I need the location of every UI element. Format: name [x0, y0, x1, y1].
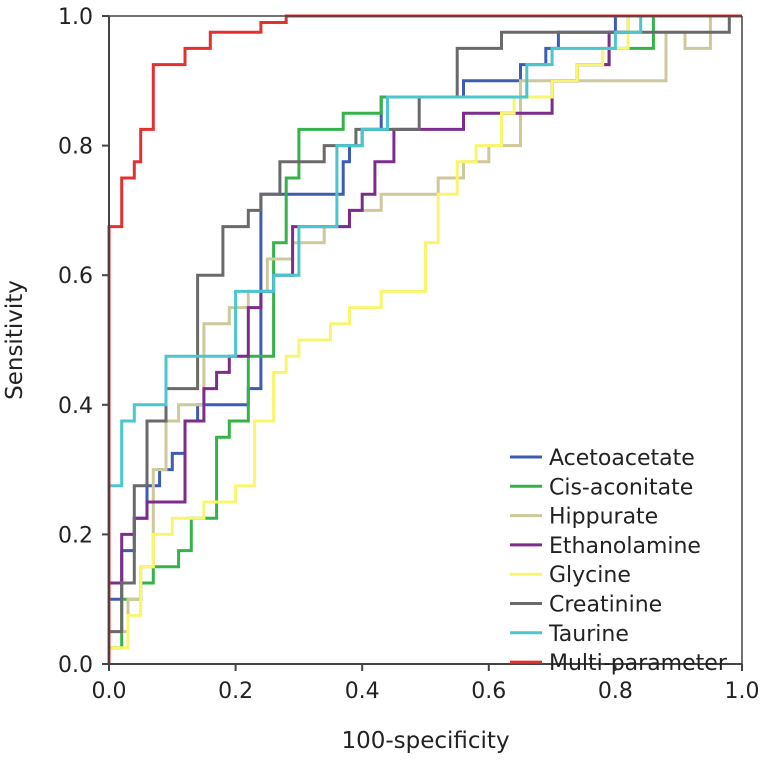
y-tick-label: 0.6: [58, 264, 93, 289]
legend-label-glycine: Glycine: [549, 563, 631, 588]
y-tick-label: 0.0: [58, 653, 93, 678]
x-axis-title: 100-specificity: [341, 728, 509, 754]
legend-label-acetoacetate: Acetoacetate: [549, 446, 695, 471]
series-line-creatinine: [107, 14, 742, 664]
y-axis-title: Sensitivity: [2, 280, 28, 400]
series-line-ethanolamine: [107, 14, 742, 664]
x-tick-labels: 0.0 0.2 0.4 0.6 0.8 1.0: [92, 679, 760, 704]
x-tick-label: 0.4: [345, 679, 380, 704]
x-tick-label: 0.6: [471, 679, 506, 704]
series-line-hippurate: [107, 14, 742, 664]
x-tick-label: 1.0: [725, 679, 760, 704]
legend-label-creatinine: Creatinine: [549, 593, 662, 618]
legend: Acetoacetate Cis-aconitate Hippurate Ethano…: [510, 446, 728, 676]
x-tick-label: 0.0: [92, 679, 127, 704]
y-tick-label: 1.0: [58, 5, 93, 30]
series-layer: [107, 14, 742, 664]
series-line-taurine: [107, 14, 742, 664]
series-line-glycine: [107, 14, 742, 664]
y-tick-label: 0.2: [58, 523, 93, 548]
legend-label-hippurate: Hippurate: [549, 505, 658, 530]
legend-label-multi-parameter: Multi-parameter: [549, 651, 728, 676]
y-tick-label: 0.4: [58, 394, 93, 419]
legend-label-taurine: Taurine: [548, 622, 629, 647]
x-tick-label: 0.8: [598, 679, 633, 704]
y-tick-label: 0.8: [58, 135, 93, 160]
y-tick-labels: 0.0 0.2 0.4 0.6 0.8 1.0: [58, 5, 93, 678]
legend-label-cis-aconitate: Cis-aconitate: [549, 475, 693, 500]
axes-layer: [102, 15, 743, 671]
series-line-multi-parameter: [107, 14, 742, 664]
x-tick-label: 0.2: [218, 679, 253, 704]
legend-label-ethanolamine: Ethanolamine: [549, 534, 701, 559]
